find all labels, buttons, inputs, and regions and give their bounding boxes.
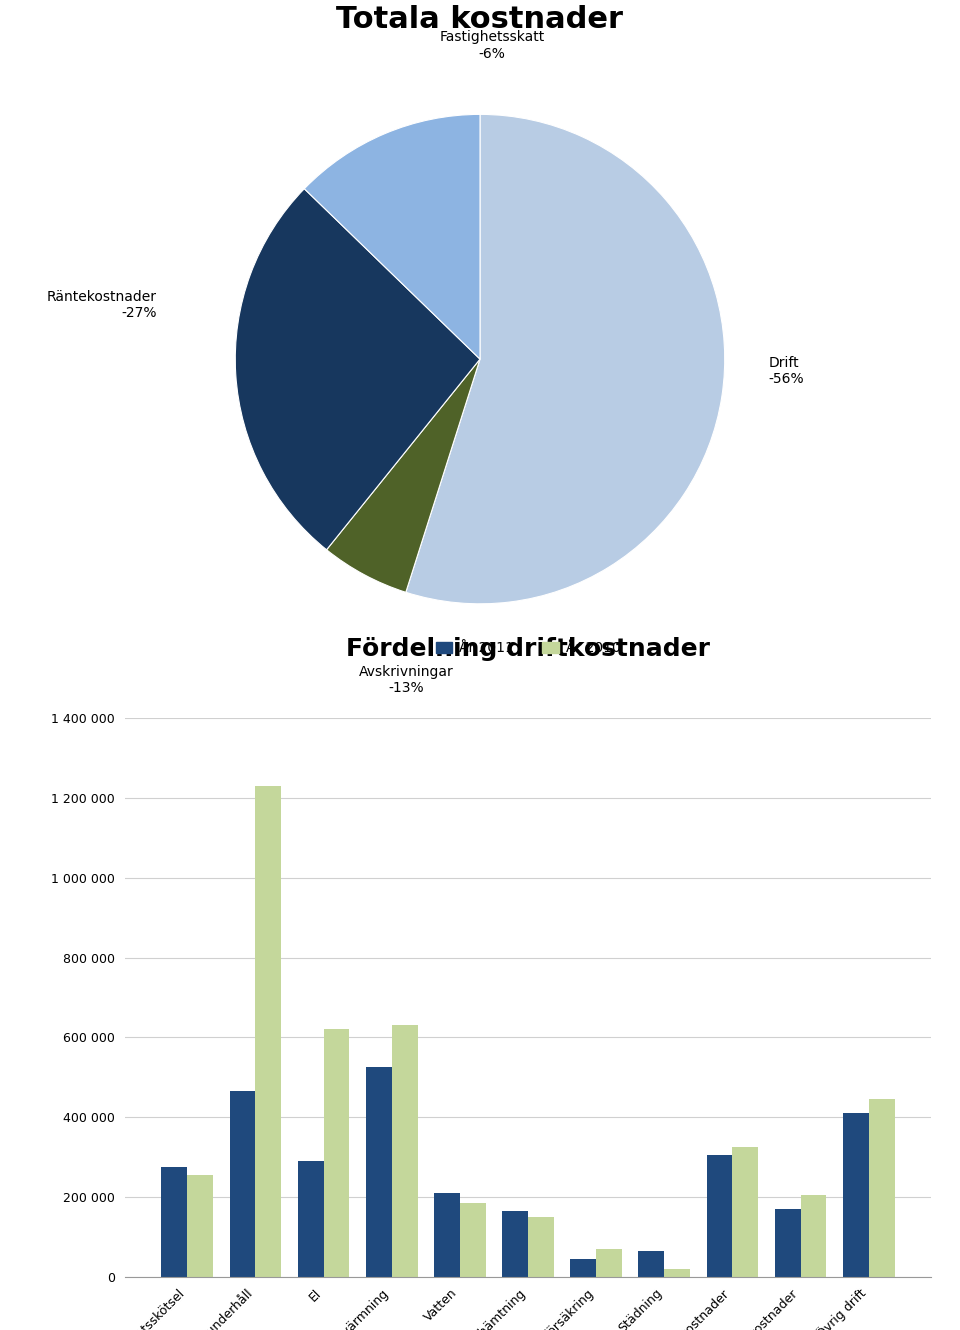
Text: Drift
-56%: Drift -56% — [769, 356, 804, 387]
Bar — [392, 1025, 418, 1277]
Bar — [324, 1029, 349, 1277]
Bar — [528, 1217, 554, 1277]
Wedge shape — [326, 359, 480, 592]
Bar — [843, 1113, 869, 1277]
Bar — [161, 1168, 187, 1277]
Bar — [596, 1249, 622, 1277]
Bar — [732, 1146, 758, 1277]
Bar — [707, 1154, 732, 1277]
Bar — [298, 1161, 324, 1277]
Title: Fördelning driftkostnader: Fördelning driftkostnader — [346, 637, 710, 661]
Text: Fastighetsskatt
-6%: Fastighetsskatt -6% — [440, 31, 545, 61]
Bar — [434, 1193, 460, 1277]
Wedge shape — [406, 114, 725, 604]
Bar — [366, 1067, 392, 1277]
Legend: År 2011, År 2010: År 2011, År 2010 — [430, 636, 626, 661]
Bar — [638, 1250, 664, 1277]
Bar — [255, 786, 281, 1277]
Bar — [869, 1099, 895, 1277]
Wedge shape — [235, 189, 480, 549]
Text: Avskrivningar
-13%: Avskrivningar -13% — [359, 665, 454, 696]
Bar — [460, 1202, 486, 1277]
Title: Totala kostnader: Totala kostnader — [337, 5, 623, 35]
Text: Räntekostnader
-27%: Räntekostnader -27% — [47, 290, 157, 321]
Bar — [229, 1091, 255, 1277]
Bar — [801, 1194, 827, 1277]
Bar — [502, 1210, 528, 1277]
Bar — [187, 1176, 213, 1277]
Bar — [775, 1209, 801, 1277]
Wedge shape — [304, 114, 480, 359]
Bar — [570, 1258, 596, 1277]
Bar — [664, 1269, 690, 1277]
